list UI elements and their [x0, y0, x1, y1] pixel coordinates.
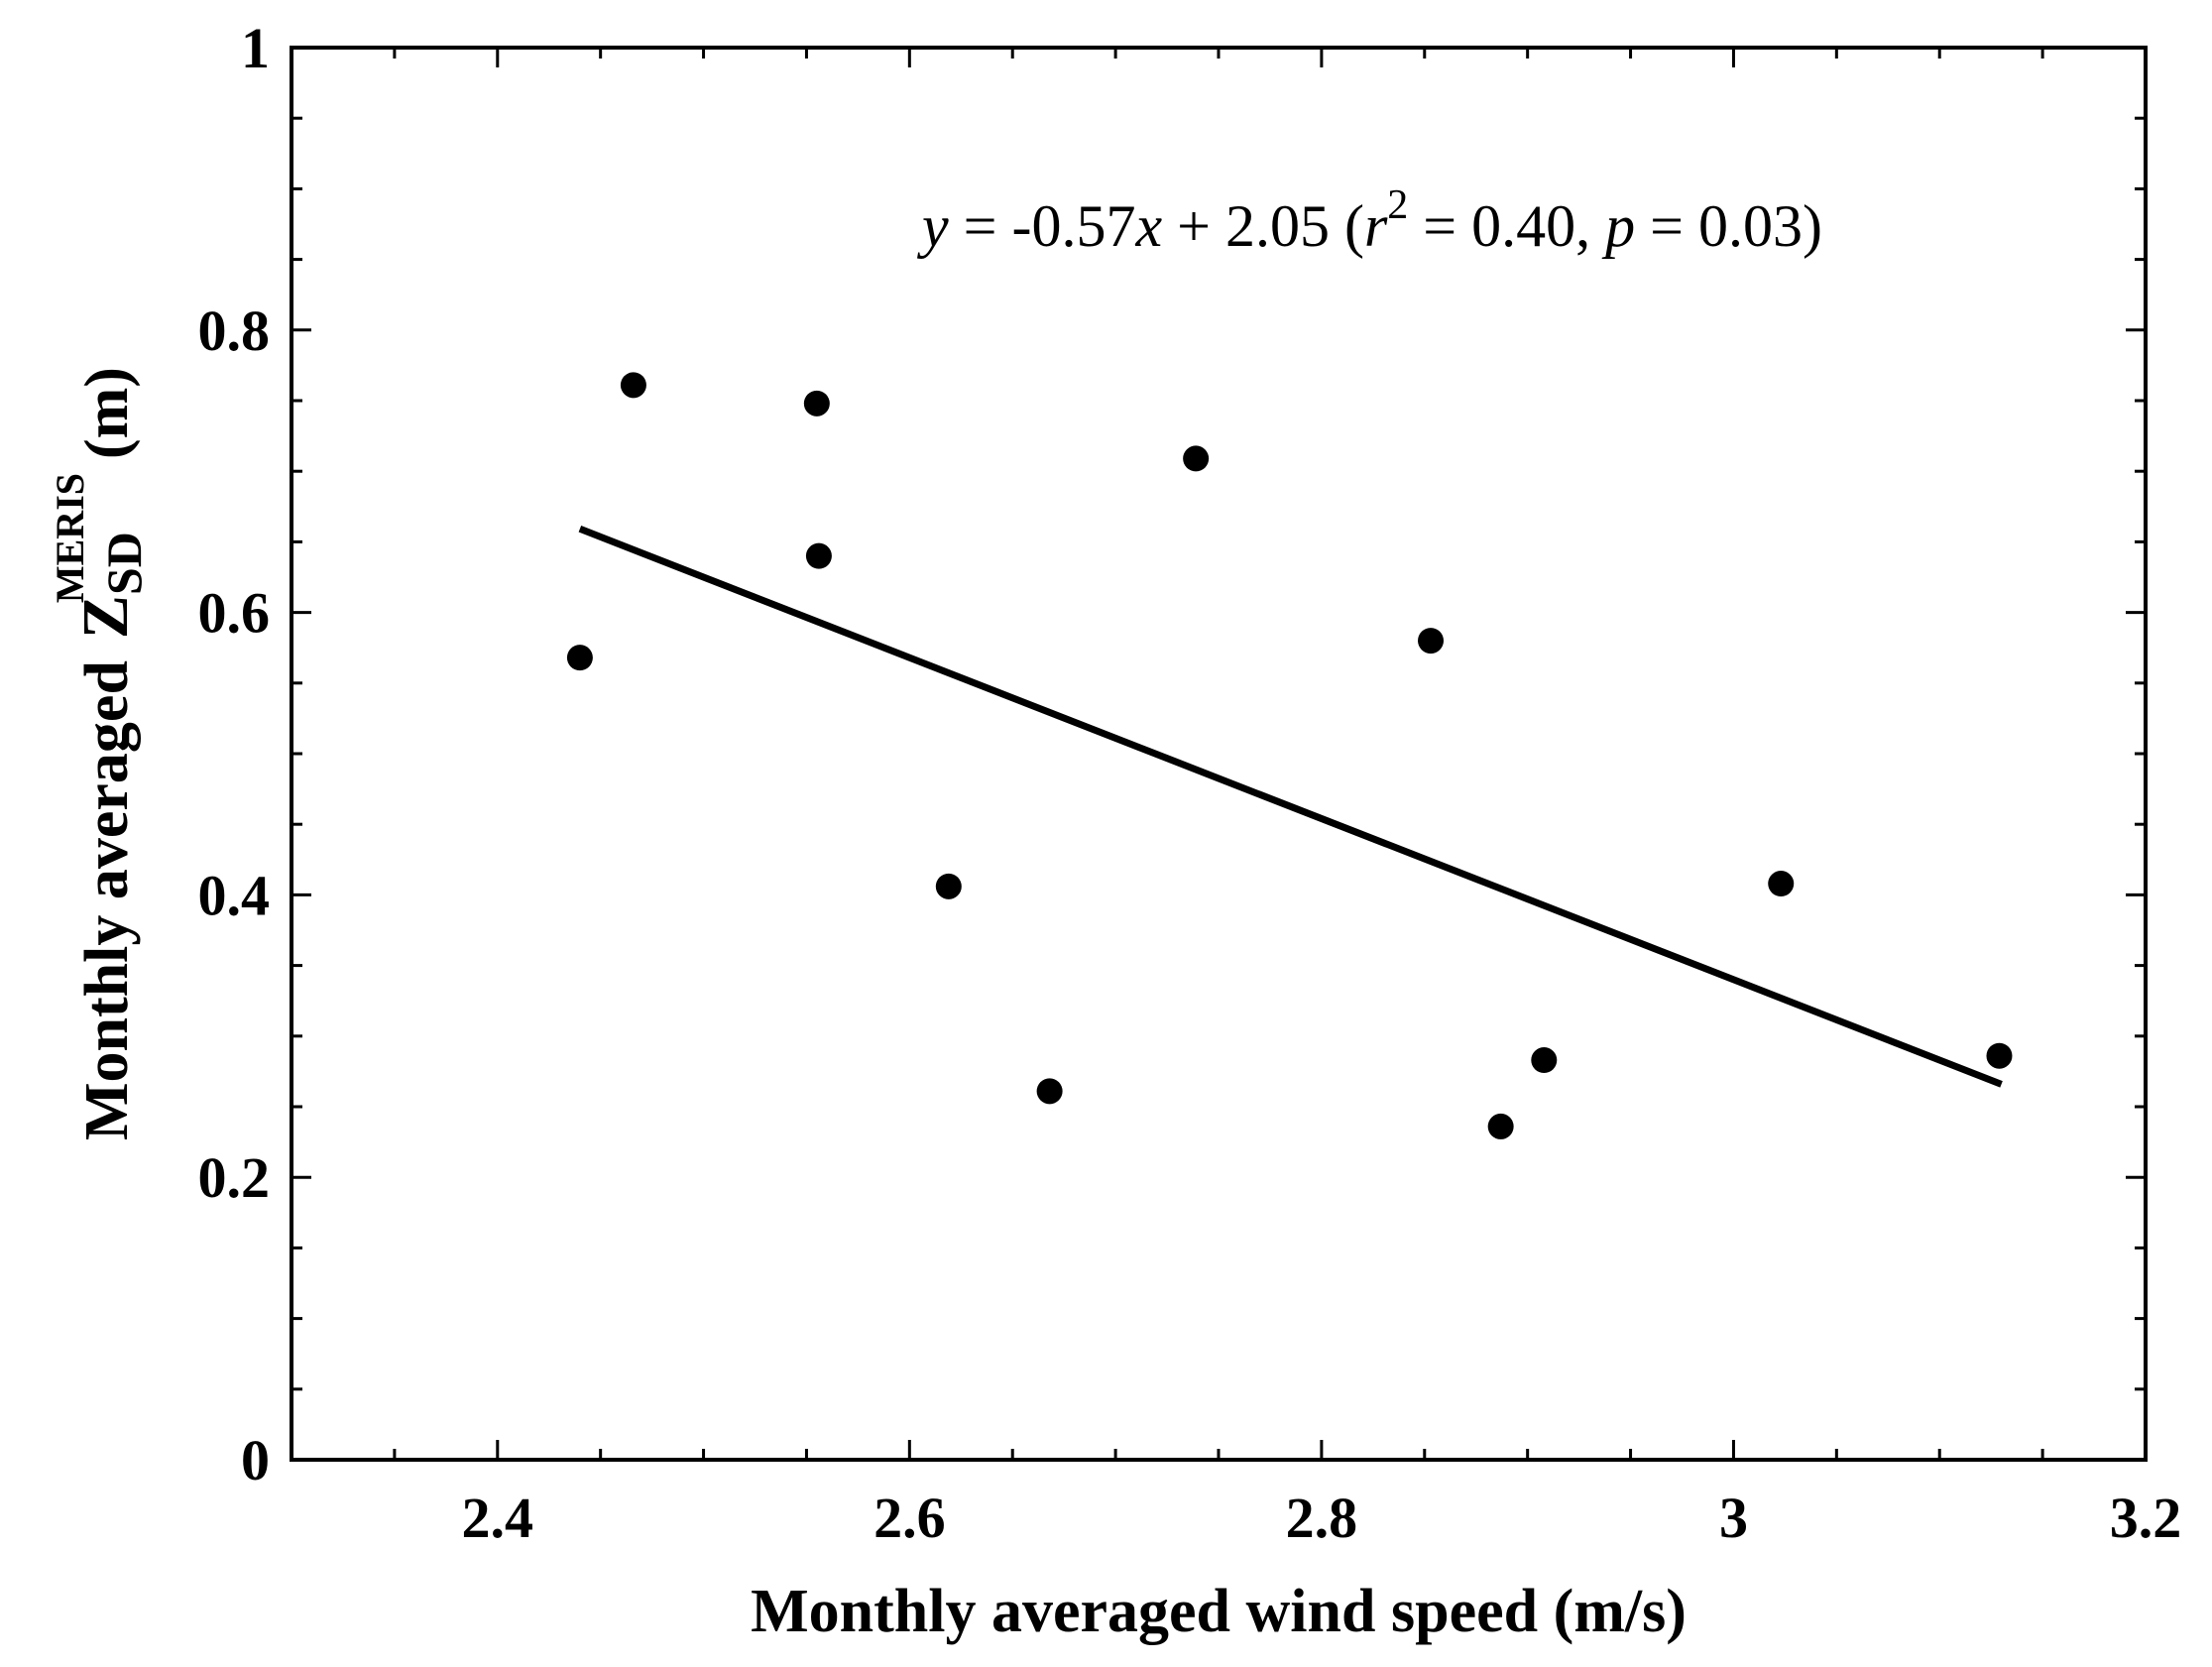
y-axis-title-subscript: SD	[96, 532, 152, 595]
y-axis-title-symbol: Z	[69, 595, 142, 639]
data-point	[1986, 1042, 2013, 1069]
annotation-r-tail: = 0.40,	[1408, 193, 1605, 259]
data-point	[1768, 871, 1795, 897]
regression-annotation: y = -0.57x + 2.05 (r2 = 0.40, p = 0.03)	[916, 182, 1822, 259]
y-tick-label: 0.4	[198, 863, 271, 927]
data-point	[1183, 445, 1210, 472]
data-point	[935, 873, 962, 899]
annotation-r-var: r	[1364, 193, 1388, 259]
plot-frame	[290, 46, 2148, 1462]
annotation-p-tail: = 0.03)	[1635, 193, 1822, 259]
y-axis-title: Monthly averaged ZSDMERIS (m)	[48, 367, 152, 1140]
x-tick-label: 3	[1719, 1486, 1748, 1550]
x-axis-title: Monthly averaged wind speed (m/s)	[751, 1578, 1687, 1645]
y-tick-label: 0.6	[198, 581, 271, 646]
x-tick-label: 3.2	[2110, 1486, 2182, 1550]
annotation-eq-tail: + 2.05 (	[1162, 193, 1364, 259]
regression-line	[578, 526, 2003, 1088]
y-tick-label: 0	[241, 1428, 270, 1492]
y-axis-title-superscript: MERIS	[48, 473, 92, 603]
data-point	[620, 372, 646, 399]
points-layer	[566, 372, 2013, 1139]
annotation-x-var: x	[1134, 193, 1162, 259]
y-tick-label: 1	[241, 16, 270, 80]
data-point	[1418, 628, 1445, 655]
y-tick-label: 0.8	[198, 298, 271, 363]
annotation-r-exponent: 2	[1387, 182, 1408, 228]
x-tick-label: 2.6	[873, 1486, 946, 1550]
data-point	[566, 645, 593, 671]
y-tick-label: 0.2	[198, 1145, 271, 1210]
labels-layer: 2.4 2.6 2.8 3 3.2 0 0.2 0.4 0.6 0.8 1	[198, 16, 2182, 1550]
annotation-eq-mid: = -0.57	[949, 193, 1136, 259]
y-axis-title-unit: (m)	[73, 367, 141, 459]
y-axis-title-prefix: Monthly averaged	[73, 660, 141, 1140]
annotation-p-var: p	[1601, 193, 1635, 259]
data-point	[805, 542, 832, 569]
ticks-layer	[290, 46, 2148, 1462]
x-tick-label: 2.8	[1286, 1486, 1358, 1550]
data-point	[1531, 1047, 1558, 1074]
annotation-y-var: y	[916, 193, 949, 259]
x-tick-label: 2.4	[462, 1486, 534, 1550]
data-point	[1036, 1078, 1063, 1105]
data-point	[1487, 1113, 1514, 1139]
fit-layer	[578, 526, 2003, 1088]
data-point	[803, 390, 830, 417]
